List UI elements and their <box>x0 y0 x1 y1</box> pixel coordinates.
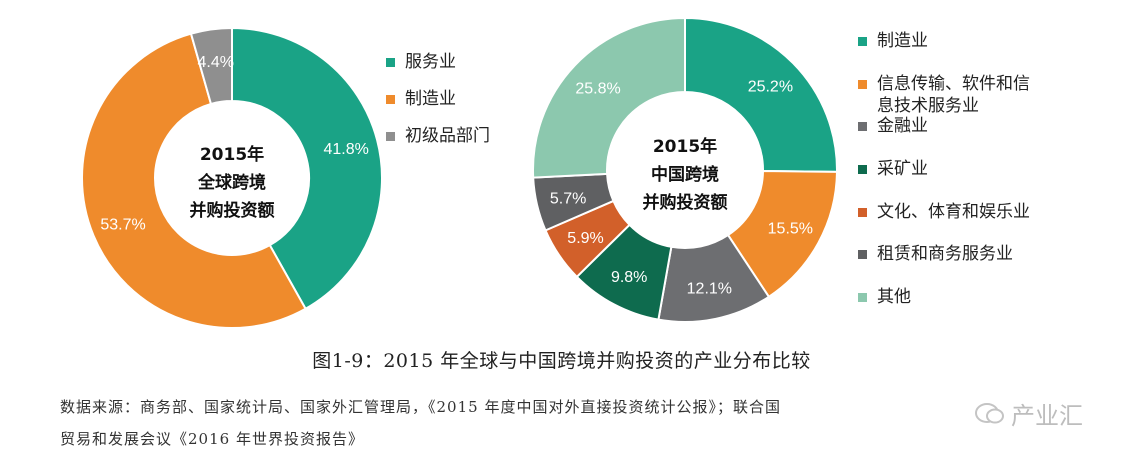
legend-item: 其他 <box>858 286 911 308</box>
data-label: 41.8% <box>323 141 368 158</box>
legend-swatch <box>386 132 395 141</box>
donut-slice <box>189 26 233 106</box>
center-title-line: 并购投资额 <box>190 200 275 221</box>
legend-label: 信息传输、软件和信 息技术服务业 <box>877 74 1030 116</box>
data-label: 5.7% <box>550 190 586 207</box>
legend-swatch <box>858 165 867 174</box>
data-label: 4.4% <box>197 54 233 71</box>
legend-item: 信息传输、软件和信 息技术服务业 <box>858 73 1030 117</box>
source-line-2: 贸易和发展会议《2016 年世界投资报告》 <box>60 430 364 448</box>
legend-swatch <box>386 95 395 104</box>
data-label: 25.8% <box>575 80 620 97</box>
legend-label: 其他 <box>877 287 911 307</box>
watermark: 产业汇 <box>975 396 1083 431</box>
donut-slice <box>684 16 838 173</box>
legend-label: 金融业 <box>877 116 928 136</box>
legend-item: 服务业 <box>386 51 456 73</box>
legend-item: 制造业 <box>858 30 928 52</box>
legend-item: 采矿业 <box>858 158 928 180</box>
data-label: 5.9% <box>567 230 603 247</box>
source-line-1: 数据来源：商务部、国家统计局、国家外汇管理局，《2015 年度中国对外直接投资统… <box>60 398 781 416</box>
data-label: 12.1% <box>687 281 732 298</box>
legend-swatch <box>858 208 867 217</box>
chat-bubble-icon <box>975 402 1004 423</box>
donut-slice <box>231 26 383 311</box>
legend-label: 文化、体育和娱乐业 <box>877 202 1030 222</box>
legend-swatch <box>858 122 867 131</box>
center-title-line: 并购投资额 <box>643 192 728 213</box>
donut-chart-2: 25.2% 15.5% 12.1% 9.8% 5.9% 5.7% 25.8% 2015年中国跨… <box>532 16 839 323</box>
legend-swatch <box>386 58 395 67</box>
legend-label: 制造业 <box>877 31 928 51</box>
legend-item: 金融业 <box>858 115 928 137</box>
legend-item: 制造业 <box>386 88 456 110</box>
legend-item: 文化、体育和娱乐业 <box>858 201 1030 223</box>
center-title-line: 2015年 <box>653 136 717 157</box>
data-label: 15.5% <box>768 220 813 237</box>
data-label: 9.8% <box>611 269 647 286</box>
center-title-line: 中国跨境 <box>651 164 719 185</box>
legend-label: 服务业 <box>405 52 456 72</box>
data-label: 53.7% <box>100 216 145 233</box>
center-title-line: 2015年 <box>200 144 264 165</box>
data-label: 25.2% <box>748 79 793 96</box>
center-title-line: 全球跨境 <box>197 172 266 193</box>
watermark-text: 产业汇 <box>1011 402 1083 430</box>
legend-swatch <box>858 80 867 89</box>
legend-item: 租赁和商务服务业 <box>858 243 1013 265</box>
figure-caption: 图1-9：2015 年全球与中国跨境并购投资的产业分布比较 <box>312 350 811 372</box>
legend-swatch <box>858 293 867 302</box>
donut-slice <box>81 32 307 329</box>
legend-label: 制造业 <box>405 89 456 109</box>
legend-label: 采矿业 <box>877 159 928 179</box>
legend-label: 初级品部门 <box>405 126 490 146</box>
legend-item: 初级品部门 <box>386 125 490 147</box>
donut-slice <box>532 16 686 179</box>
legend-swatch <box>858 250 867 259</box>
legend-label: 租赁和商务服务业 <box>877 244 1013 264</box>
legend-swatch <box>858 37 867 46</box>
